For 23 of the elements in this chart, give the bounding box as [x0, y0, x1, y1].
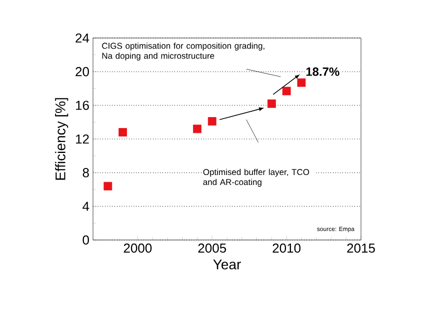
y-tick-label: 8	[82, 168, 89, 178]
point	[118, 128, 127, 136]
point	[104, 182, 112, 190]
point	[208, 117, 216, 126]
x-tick-label: 2010	[272, 244, 301, 253]
y-tick-label: 4	[82, 202, 90, 211]
x-tick-label: 2015	[347, 244, 375, 253]
y-tick-label: 12	[76, 134, 89, 144]
y-tick-label: 20	[76, 67, 89, 76]
point	[267, 99, 276, 108]
x-tick-label: 2005	[198, 244, 226, 253]
y-tick-label: 24	[76, 33, 90, 43]
y-axis-title: Efficiency [%]	[55, 98, 68, 180]
x-tick-label: 2000	[124, 244, 152, 253]
point	[193, 124, 202, 134]
annotation: Optimised buffer layer, TCO and AR-coating	[203, 168, 310, 187]
point	[297, 78, 306, 87]
point	[282, 86, 291, 96]
annotation: 18.7%	[306, 67, 340, 76]
y-tick-label: 0	[82, 235, 89, 245]
annotation: CIGS optimisation for composition grading, Na doping and microstructure	[102, 42, 264, 60]
y-tick-label: 16	[76, 100, 89, 110]
x-axis-title: Year	[213, 260, 241, 270]
